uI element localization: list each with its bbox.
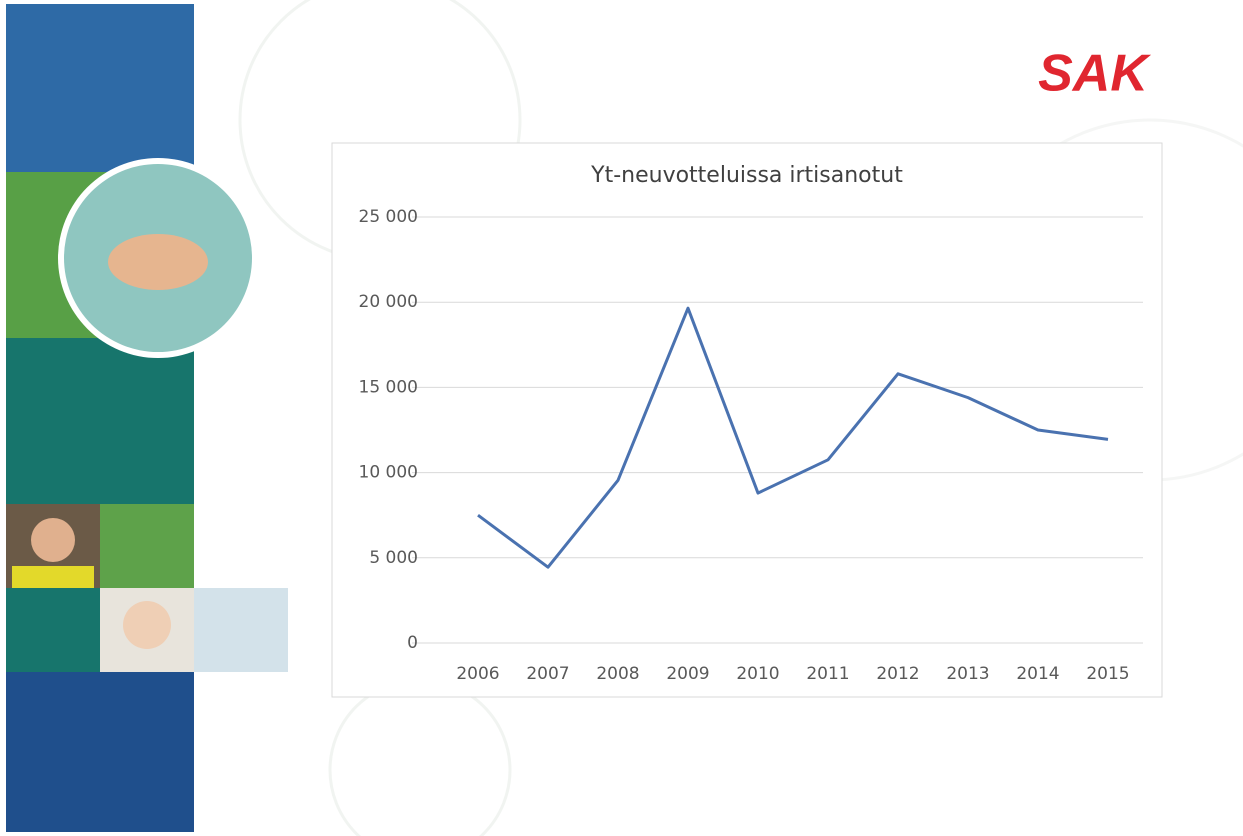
- y-tick-label: 25 000: [359, 207, 418, 227]
- x-tick-label: 2006: [456, 664, 499, 684]
- x-tick-label: 2007: [526, 664, 569, 684]
- y-tick-label: 15 000: [359, 377, 418, 397]
- chart-title: Yt-neuvotteluissa irtisanotut: [590, 163, 903, 188]
- x-tick-label: 2008: [596, 664, 639, 684]
- y-tick-label: 10 000: [359, 463, 418, 483]
- side-banner: [6, 4, 288, 832]
- y-tick-label: 5 000: [369, 548, 418, 568]
- x-tick-label: 2014: [1016, 664, 1059, 684]
- x-tick-label: 2010: [736, 664, 779, 684]
- x-tick-label: 2015: [1086, 664, 1129, 684]
- x-tick-label: 2011: [806, 664, 849, 684]
- slide: SAK Yt-neuvotteluissa irtisanotut 0 5 000…: [0, 0, 1243, 836]
- logo: SAK: [1038, 45, 1151, 103]
- chart-area: [332, 143, 1162, 697]
- y-tick-label: 0: [407, 633, 418, 653]
- y-tick-label: 20 000: [359, 292, 418, 312]
- x-tick-label: 2013: [946, 664, 989, 684]
- x-tick-label: 2009: [666, 664, 709, 684]
- x-tick-label: 2012: [876, 664, 919, 684]
